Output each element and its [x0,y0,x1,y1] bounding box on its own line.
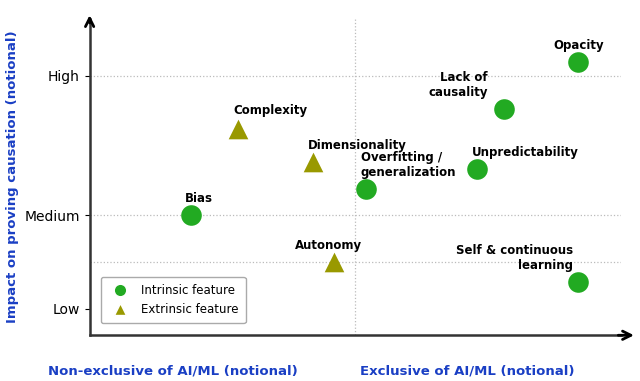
Text: Lack of
causality: Lack of causality [429,71,488,99]
Point [329,259,339,265]
Point [573,59,584,66]
Text: Bias: Bias [185,192,213,205]
Text: Self & continuous
learning: Self & continuous learning [456,244,573,272]
Text: Autonomy: Autonomy [295,239,362,252]
Point [472,166,483,172]
Point [308,159,318,165]
Point [186,212,196,218]
Text: Exclusive of AI/ML (notional): Exclusive of AI/ML (notional) [360,364,575,377]
Point [361,186,371,192]
Text: Complexity: Complexity [233,104,307,117]
Y-axis label: Impact on proving causation (notional): Impact on proving causation (notional) [6,31,19,323]
Point [499,106,509,112]
Text: Opacity: Opacity [553,39,604,52]
Point [573,279,584,285]
Text: Dimensionality: Dimensionality [307,139,406,152]
Text: Unpredictability: Unpredictability [472,146,579,159]
Text: Non-exclusive of AI/ML (notional): Non-exclusive of AI/ML (notional) [48,364,298,377]
Point [233,126,243,132]
Legend: Intrinsic feature, Extrinsic feature: Intrinsic feature, Extrinsic feature [101,277,246,323]
Text: Overfitting /
generalization: Overfitting / generalization [360,151,456,179]
